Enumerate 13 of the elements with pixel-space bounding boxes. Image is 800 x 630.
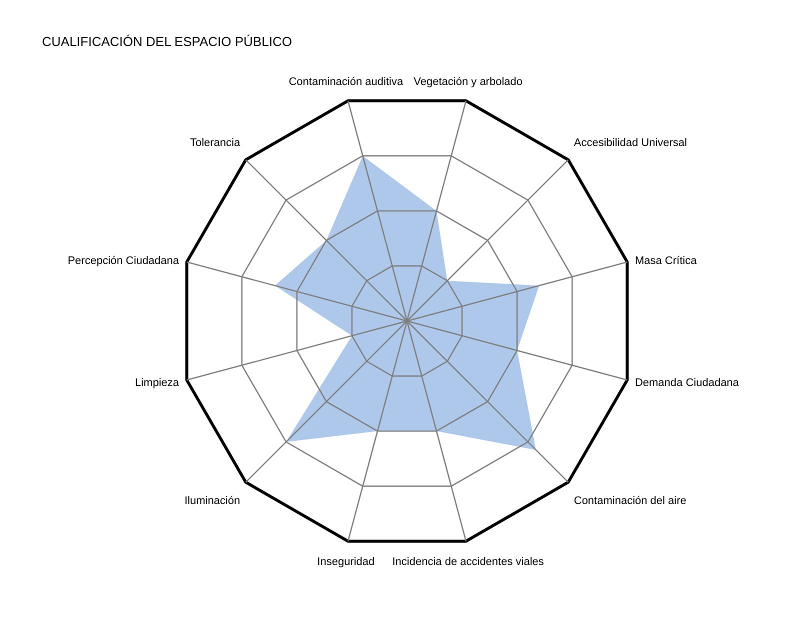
spoke-label: Contaminación del aire xyxy=(574,494,686,507)
spoke-label: Inseguridad xyxy=(317,556,375,568)
spoke-label: Incidencia de accidentes viales xyxy=(392,556,544,568)
spoke-label: Demanda Ciudadana xyxy=(634,377,740,390)
spoke-label: Percepción Ciudadana xyxy=(68,254,180,267)
chart-title: CUALIFICACIÓN DEL ESPACIO PÚBLICO xyxy=(42,34,292,49)
spoke-label: Accesibilidad Universal xyxy=(574,137,687,150)
spoke-label: Masa Crítica xyxy=(634,254,698,267)
spoke-label: Limpieza xyxy=(135,377,180,390)
spoke-label: Tolerancia xyxy=(190,137,242,150)
spoke-label: Vegetación y arbolado xyxy=(414,76,523,88)
spoke-label: Iluminación xyxy=(184,494,240,507)
spoke-label: Contaminación auditiva xyxy=(288,76,404,88)
